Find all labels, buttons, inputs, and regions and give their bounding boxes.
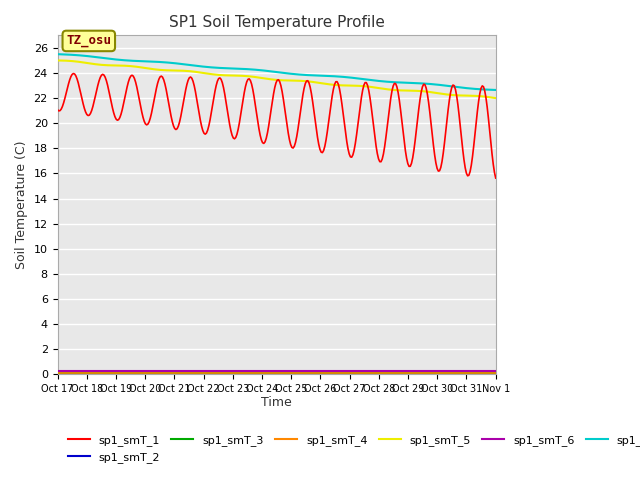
Legend: sp1_smT_1, sp1_smT_2, sp1_smT_3, sp1_smT_4, sp1_smT_5, sp1_smT_6, sp1_smT_7: sp1_smT_1, sp1_smT_2, sp1_smT_3, sp1_smT…	[63, 431, 640, 467]
Y-axis label: Soil Temperature (C): Soil Temperature (C)	[15, 141, 28, 269]
Text: TZ_osu: TZ_osu	[67, 35, 111, 48]
X-axis label: Time: Time	[261, 396, 292, 408]
Title: SP1 Soil Temperature Profile: SP1 Soil Temperature Profile	[169, 15, 385, 30]
